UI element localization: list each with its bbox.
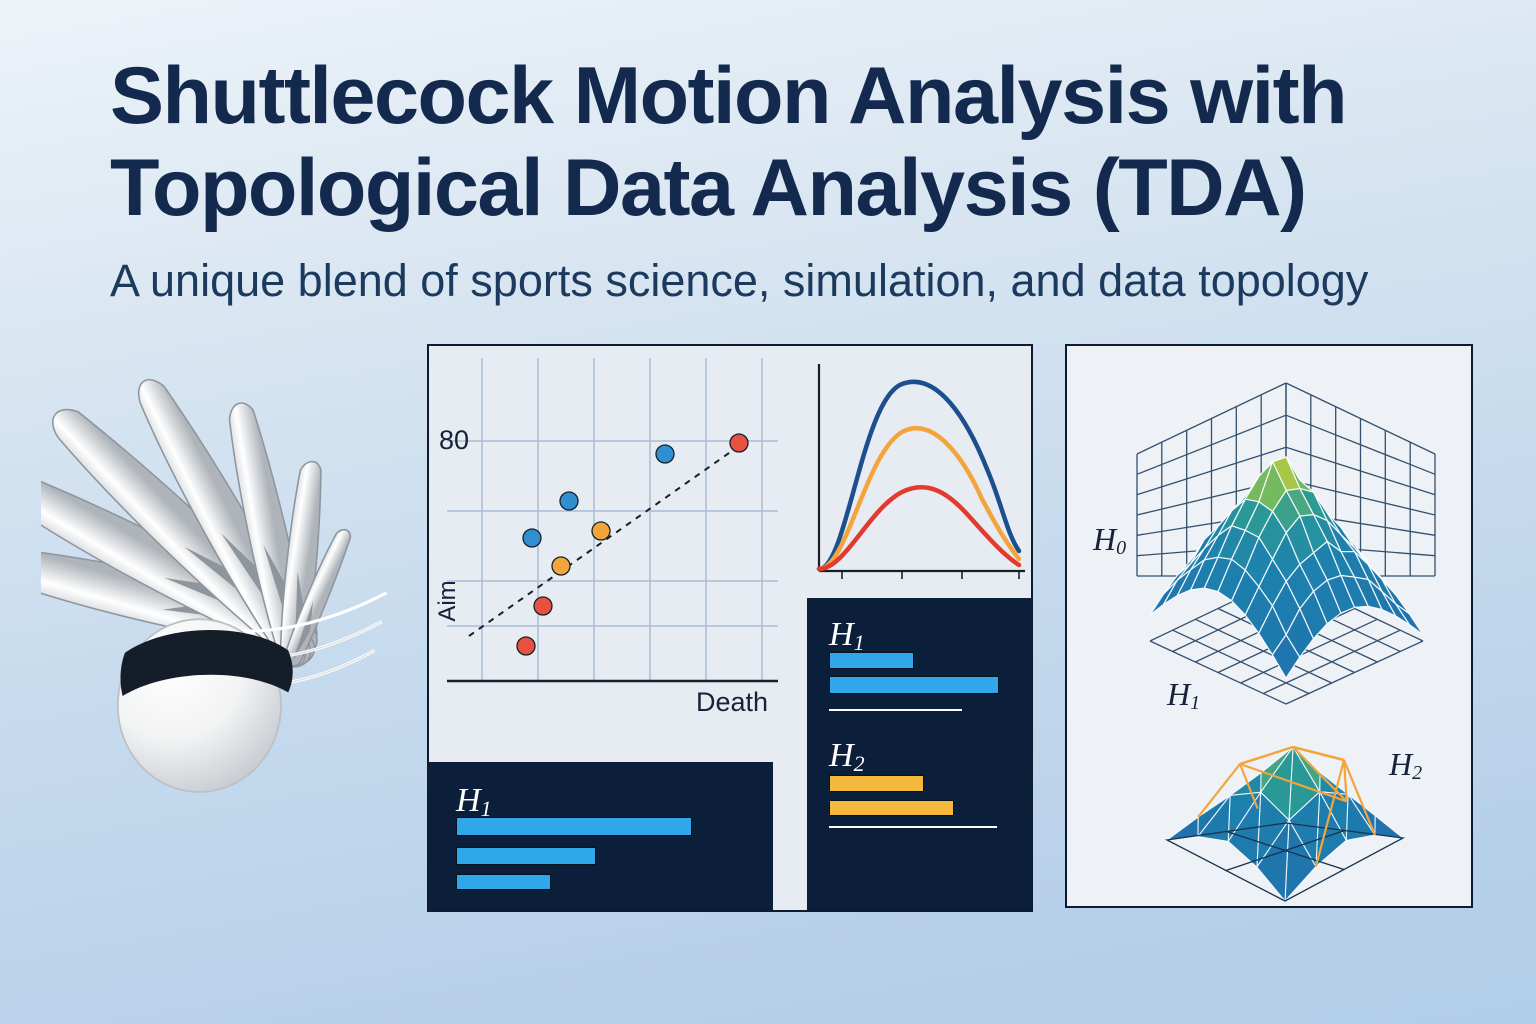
svg-text:80: 80 bbox=[439, 425, 469, 455]
svg-text:Death: Death bbox=[696, 687, 768, 717]
svg-text:Aim: Aim bbox=[434, 580, 461, 621]
